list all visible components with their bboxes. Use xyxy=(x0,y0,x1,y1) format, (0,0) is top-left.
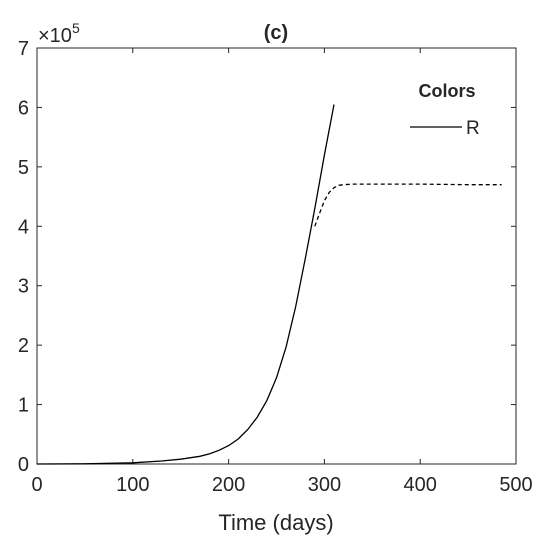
axes-frame xyxy=(36,47,517,465)
x-tick-label-0: 0 xyxy=(31,474,42,496)
plot-box xyxy=(36,47,517,465)
y-tick-labels: 0 1 2 3 4 5 6 7 xyxy=(18,38,29,476)
y-tick-label-4: 4 xyxy=(18,216,29,238)
x-tick-label-300: 300 xyxy=(308,474,341,496)
y-tick-label-0: 0 xyxy=(18,454,29,476)
y-tick-label-5: 5 xyxy=(18,157,29,179)
y-tick-label-2: 2 xyxy=(18,335,29,357)
y-exponent-base: ×10 xyxy=(38,25,72,47)
y-exponent-multiplier: ×105 xyxy=(38,20,80,47)
y-exponent-power: 5 xyxy=(72,20,80,36)
legend: Colors R xyxy=(410,81,480,139)
x-axis-label: Time (days) xyxy=(218,510,333,535)
axis-ticks xyxy=(36,47,517,465)
x-tick-label-100: 100 xyxy=(116,474,149,496)
x-tick-label-200: 200 xyxy=(212,474,245,496)
x-tick-labels: 0 100 200 300 400 500 xyxy=(31,474,532,496)
x-tick-label-500: 500 xyxy=(499,474,532,496)
y-tick-label-7: 7 xyxy=(18,38,29,60)
series-layer xyxy=(36,104,502,465)
legend-title: Colors xyxy=(418,81,475,101)
x-tick-label-400: 400 xyxy=(404,474,437,496)
y-tick-label-1: 1 xyxy=(18,395,29,417)
y-tick-label-3: 3 xyxy=(18,276,29,298)
chart-title: (c) xyxy=(264,22,288,44)
series-line-r xyxy=(36,104,335,465)
y-tick-label-6: 6 xyxy=(18,97,29,119)
legend-entry-r: R xyxy=(466,118,480,139)
